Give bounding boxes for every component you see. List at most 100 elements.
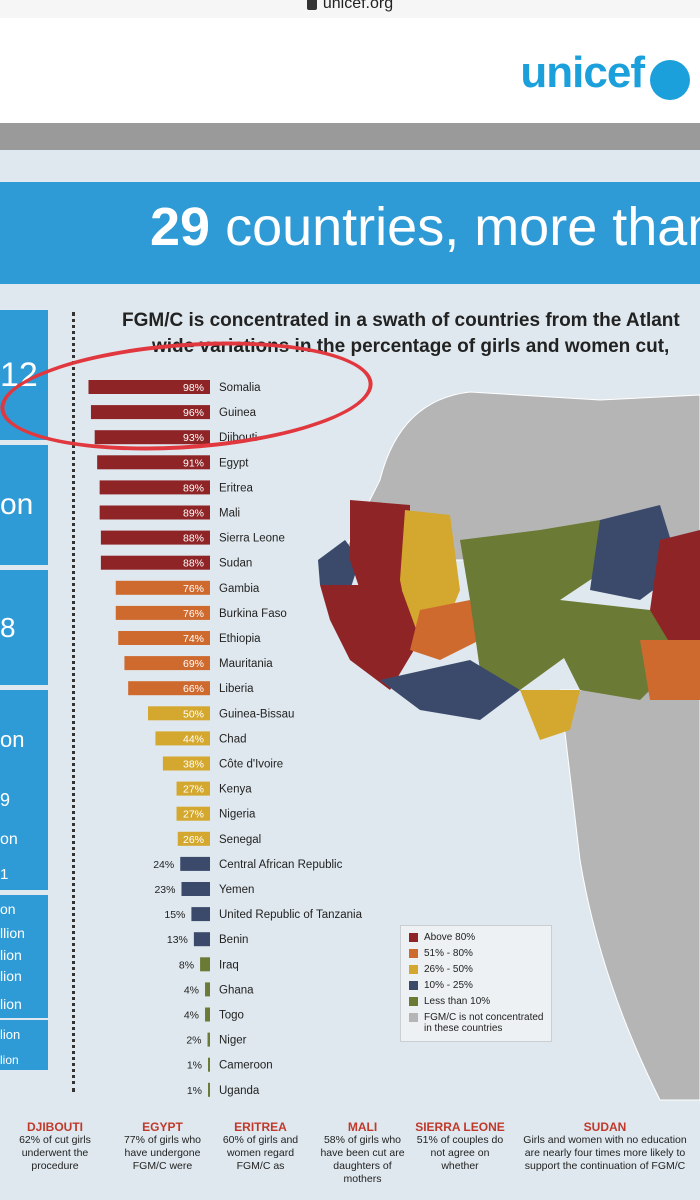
- legend-item: Above 80%: [409, 932, 475, 943]
- bar-value-label: 88%: [183, 558, 204, 570]
- footer-fact-text: 58% of girls who have been cut are daugh…: [320, 1134, 405, 1185]
- legend-label: Above 80%: [424, 932, 476, 943]
- bar-category-label: Eritrea: [219, 482, 253, 494]
- left-strip-block: llion: [0, 920, 48, 946]
- bar-category-label: Iraq: [219, 959, 239, 971]
- bar-category-label: Burkina Faso: [219, 608, 287, 620]
- map-niger: [460, 520, 620, 600]
- map-west-coast: [320, 585, 420, 690]
- bar-category-label: Guinea-Bissau: [219, 708, 294, 720]
- left-strip-block: 8: [0, 570, 48, 685]
- bar-value-label: 88%: [183, 533, 204, 545]
- bar-category-label: Kenya: [219, 784, 252, 796]
- left-strip-block: lion: [0, 962, 48, 990]
- bar-value-label: 76%: [183, 583, 204, 595]
- bar-benin: [193, 932, 210, 947]
- legend-label: 51% - 80%: [424, 948, 473, 959]
- bar-category-label: Senegal: [219, 834, 261, 846]
- legend-swatch: [409, 981, 418, 990]
- left-strip-text: llion: [0, 925, 25, 941]
- bar-value-label: 89%: [183, 482, 204, 494]
- legend-label: 10% - 25%: [424, 980, 473, 991]
- left-strip-text: 1: [0, 866, 9, 883]
- left-strip-text: lion: [0, 1027, 21, 1042]
- bar-senegal: [177, 831, 210, 846]
- map-land-south: [559, 689, 700, 1101]
- left-stats-strip: 12 on 8 on 9 on 1 on llion lion lion lion lion lion: [0, 310, 48, 1080]
- bar-category-label: Benin: [219, 934, 248, 946]
- bar-ghana: [205, 982, 210, 997]
- bar-sudan: [100, 555, 210, 570]
- left-strip-text: on: [0, 831, 18, 848]
- bar-category-label: Ghana: [219, 984, 254, 996]
- brand-logo-text[interactable]: unicef: [520, 48, 645, 97]
- bar-category-label: Mauritania: [219, 658, 273, 670]
- legend-label: FGM/C is not concentrated in these count…: [424, 1012, 544, 1034]
- browser-url-bar[interactable]: unicef.org: [0, 0, 700, 18]
- bar-category-label: Gambia: [219, 583, 260, 595]
- footer-fact-text: 51% of couples do not agree on whether: [416, 1134, 504, 1172]
- bar-guinea: [90, 405, 210, 420]
- legend-label: Less than 10%: [424, 996, 491, 1007]
- left-strip-text: on: [0, 727, 25, 752]
- footer-fact-heading: MALI: [347, 1120, 378, 1134]
- bar-iraq: [200, 957, 210, 972]
- left-strip-text: lion: [0, 1053, 19, 1067]
- footer-fact: MALI 58% of girls who have been cut are d…: [320, 1120, 405, 1186]
- left-strip-text: 9: [0, 790, 11, 810]
- legend-swatch: [409, 997, 418, 1006]
- footer-fact-heading: SUDAN: [583, 1120, 627, 1134]
- map-burkina: [410, 600, 480, 660]
- bar-sierra-leone: [100, 530, 210, 545]
- left-strip-block: on: [0, 690, 48, 790]
- legend-item: FGM/C is not concentrated in these count…: [409, 1012, 544, 1034]
- bar-category-label: Somalia: [219, 382, 261, 394]
- left-strip-block: lion: [0, 1050, 48, 1070]
- left-strip-text: lion: [0, 947, 22, 963]
- bar-category-label: Guinea: [219, 407, 257, 419]
- bar-category-label: Mali: [219, 508, 240, 520]
- bar-djibouti: [94, 430, 210, 445]
- left-strip-block: 12: [0, 310, 48, 440]
- bar-category-label: Sierra Leone: [219, 533, 285, 545]
- unicef-emblem-icon: [650, 60, 690, 100]
- left-strip-block: on: [0, 820, 48, 860]
- bar-value-label: 24%: [153, 859, 174, 871]
- bar-cameroon: [208, 1057, 210, 1072]
- dotted-divider: [72, 312, 75, 1092]
- bar-category-label: United Republic of Tanzania: [219, 909, 363, 921]
- bar-category-label: Egypt: [219, 457, 249, 469]
- bar-somalia: [88, 380, 210, 394]
- map-legend: Above 80% 51% - 80% 26% - 50% 10% - 25% Less…: [400, 925, 552, 1042]
- bar-gambia: [115, 580, 210, 595]
- left-strip-block: lion: [0, 1020, 48, 1050]
- bar-value-label: 76%: [183, 608, 204, 620]
- bar-mauritania: [124, 656, 210, 671]
- bar-value-label: 98%: [183, 382, 204, 394]
- bar-category-label: Nigeria: [219, 809, 256, 821]
- left-strip-text: on: [0, 901, 16, 917]
- bar-value-label: 15%: [164, 909, 185, 921]
- left-strip-block: 1: [0, 860, 48, 890]
- bar-category-label: Chad: [219, 733, 247, 745]
- bar-egypt: [97, 455, 210, 470]
- footer-fact-text: 77% of girls who have undergone FGM/C we…: [123, 1134, 202, 1172]
- bar-category-label: Central African Republic: [219, 859, 343, 871]
- bar-eritrea: [99, 480, 210, 495]
- bar-value-label: 1%: [187, 1060, 202, 1072]
- bar-togo: [205, 1007, 210, 1022]
- bar-uganda: [208, 1082, 210, 1097]
- footer-fact: DJIBOUTI 62% of cut girls underwent the p…: [0, 1120, 110, 1173]
- site-header: unicef: [0, 18, 700, 123]
- lock-icon: [306, 0, 317, 10]
- bar-central-african-republic: [180, 856, 210, 871]
- bar-value-label: 27%: [183, 784, 204, 796]
- map-mauritania: [350, 500, 410, 590]
- bar-kenya: [176, 781, 210, 796]
- footer-fact-text: 62% of cut girls underwent the procedure: [19, 1134, 91, 1172]
- footer-fact: SUDAN Girls and women with no education a…: [520, 1120, 690, 1173]
- bar-value-label: 27%: [183, 809, 204, 821]
- legend-item: Less than 10%: [409, 996, 490, 1007]
- bar-value-label: 89%: [183, 508, 204, 520]
